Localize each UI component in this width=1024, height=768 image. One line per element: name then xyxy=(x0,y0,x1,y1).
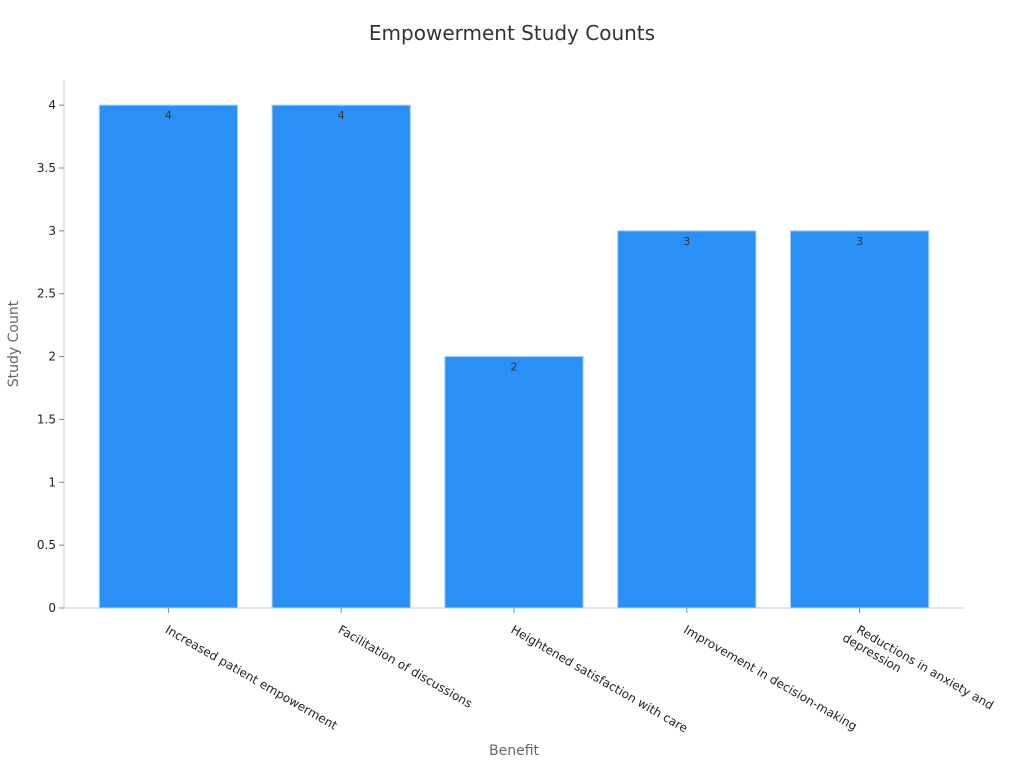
y-tick-label: 3 xyxy=(48,224,56,238)
chart-title: Empowerment Study Counts xyxy=(369,21,655,45)
bar xyxy=(271,104,411,609)
data-labels: 4 4 2 3 3 xyxy=(165,109,863,373)
y-axis-title: Study Count xyxy=(6,300,22,387)
data-label: 4 xyxy=(165,109,172,122)
x-tick-label: Facilitation of discussions xyxy=(336,622,475,710)
y-ticks: 0 0.5 1 1.5 2 2.5 3 3.5 4 xyxy=(37,98,64,615)
bar xyxy=(444,356,584,609)
y-tick-label: 1.5 xyxy=(37,412,56,426)
y-tick-label: 0.5 xyxy=(37,538,56,552)
y-tick-label: 1 xyxy=(48,475,56,489)
y-tick-label: 2 xyxy=(48,350,56,364)
bar xyxy=(617,230,757,609)
y-tick-label: 3.5 xyxy=(37,161,56,175)
data-label: 3 xyxy=(856,235,863,248)
x-ticks: Increased patient empowermentFacilitatio… xyxy=(163,608,996,735)
data-label: 3 xyxy=(683,235,690,248)
x-tick-label: Reductions in anxiety anddepression xyxy=(840,618,996,724)
bars xyxy=(98,104,930,609)
y-tick-label: 4 xyxy=(48,98,56,112)
data-label: 4 xyxy=(338,109,345,122)
y-tick-label: 2.5 xyxy=(37,287,56,301)
y-tick-label: 0 xyxy=(48,601,56,615)
x-tick-label: Increased patient empowerment xyxy=(163,622,340,732)
bar xyxy=(789,230,930,609)
x-axis-title: Benefit xyxy=(489,743,540,759)
bar xyxy=(98,104,239,609)
x-tick-label: Improvement in decision-making xyxy=(681,622,859,733)
x-tick-label: Heightened satisfaction with care xyxy=(509,622,691,735)
data-label: 2 xyxy=(511,361,518,374)
